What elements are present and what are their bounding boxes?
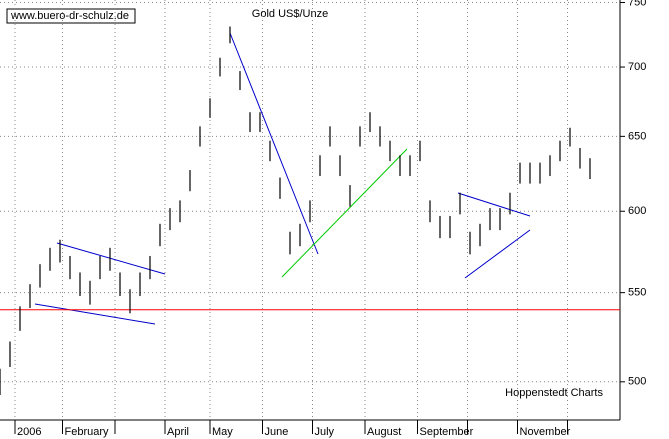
trend-line [34,303,156,325]
x-tick-label: May [212,426,233,438]
chart-title: Gold US$/Unze [252,8,328,20]
x-tick-label: August [367,426,401,438]
source: www.buero-dr-schulz.de [10,10,129,22]
y-tick-label: 700 [628,61,646,73]
source-box [6,8,136,24]
x-tick-label: September [420,426,474,438]
trend-line [464,229,531,279]
x-tick-label: February [65,426,110,438]
y-tick-label: 650 [628,130,646,142]
y-tick-label: 750 [628,0,646,8]
x-tick-label: 2006 [17,426,41,438]
trend-line [281,148,408,278]
y-tick-label: 500 [628,376,646,388]
x-tick-label: November [520,426,571,438]
x-tick-label: June [265,426,289,438]
y-tick-label: 600 [628,205,646,217]
credit: Hoppenstedt Charts [505,387,603,399]
x-tick-label: April [167,426,189,438]
trend-line [56,242,166,275]
trend-line [229,32,319,255]
trend-line [457,192,531,217]
y-tick-label: 550 [628,287,646,299]
x-tick-label: July [315,426,335,438]
trend-lines [34,32,531,325]
